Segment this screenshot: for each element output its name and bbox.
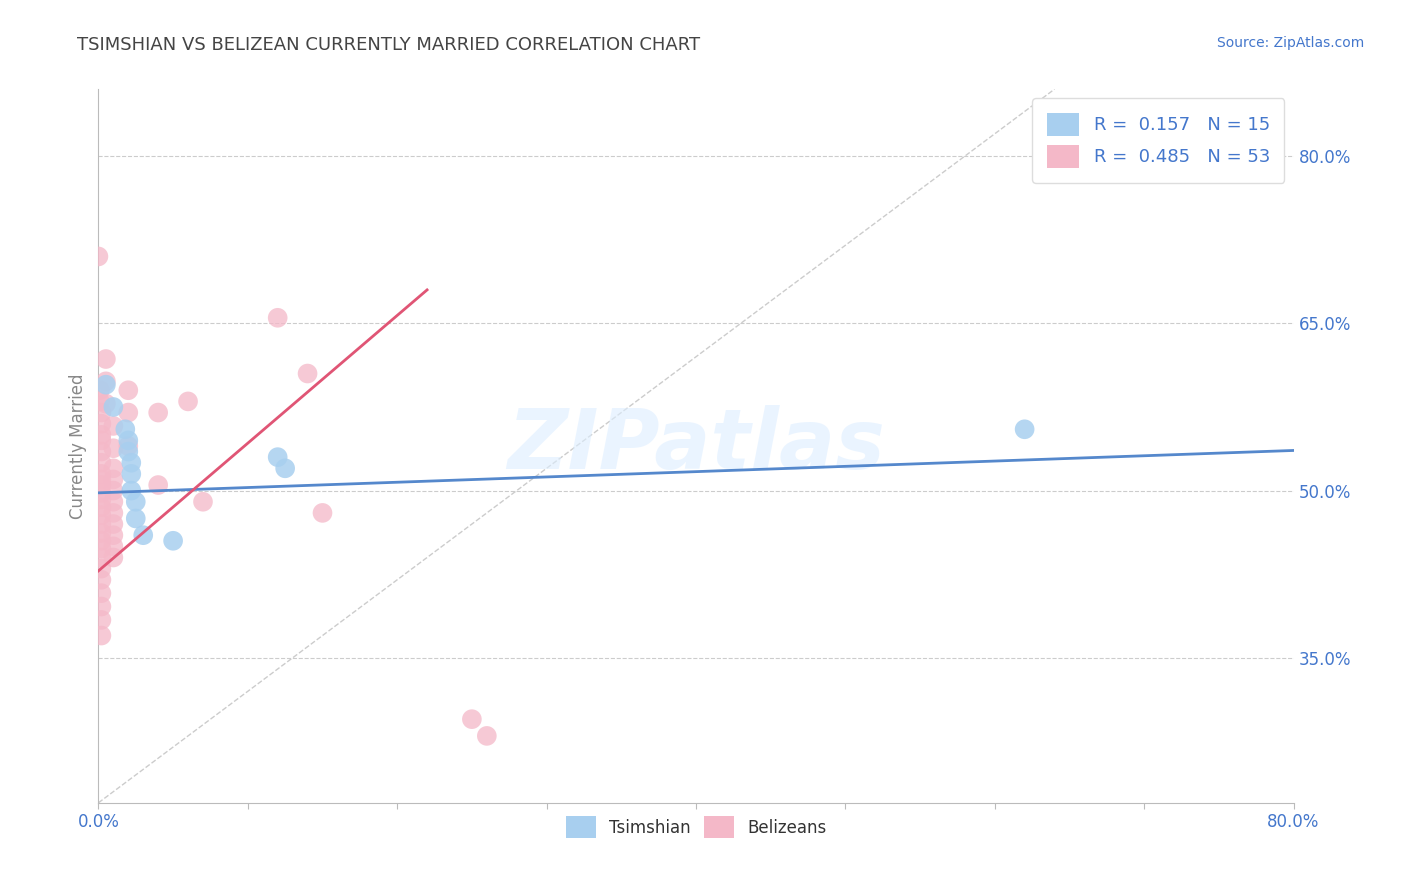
Point: [117, 384, 139, 398]
Point: [89, 384, 111, 398]
Point: [103, 418, 125, 433]
Point: [297, 367, 319, 381]
Point: [90, 492, 112, 507]
Point: [103, 539, 125, 553]
Point: [90, 485, 112, 500]
Point: [117, 405, 139, 420]
Point: [103, 506, 125, 520]
Point: [103, 473, 125, 487]
Y-axis label: Currently Married: Currently Married: [69, 373, 87, 519]
Point: [120, 483, 142, 498]
Point: [90, 541, 112, 556]
Point: [267, 310, 290, 325]
Point: [120, 456, 142, 470]
Point: [114, 422, 136, 436]
Point: [90, 405, 112, 420]
Point: [267, 450, 290, 464]
Legend: Tsimshian, Belizeans: Tsimshian, Belizeans: [558, 810, 834, 845]
Point: [90, 628, 112, 642]
Point: [90, 562, 112, 576]
Point: [191, 494, 214, 508]
Text: TSIMSHIAN VS BELIZEAN CURRENTLY MARRIED CORRELATION CHART: TSIMSHIAN VS BELIZEAN CURRENTLY MARRIED …: [77, 36, 700, 54]
Point: [90, 550, 112, 565]
Point: [311, 506, 333, 520]
Point: [90, 456, 112, 470]
Point: [274, 461, 297, 475]
Point: [117, 439, 139, 453]
Point: [103, 528, 125, 542]
Text: Source: ZipAtlas.com: Source: ZipAtlas.com: [1216, 36, 1364, 50]
Point: [162, 533, 184, 548]
Point: [1014, 422, 1036, 436]
Point: [90, 517, 112, 532]
Point: [103, 483, 125, 498]
Point: [94, 351, 117, 366]
Point: [90, 533, 112, 548]
Point: [90, 444, 112, 458]
Point: [103, 441, 125, 455]
Point: [103, 550, 125, 565]
Point: [94, 377, 117, 392]
Point: [148, 405, 170, 420]
Point: [90, 508, 112, 522]
Point: [90, 500, 112, 515]
Point: [132, 528, 155, 542]
Point: [90, 434, 112, 448]
Point: [461, 712, 484, 726]
Point: [117, 434, 139, 448]
Point: [90, 525, 112, 540]
Point: [103, 517, 125, 532]
Point: [90, 586, 112, 600]
Point: [125, 511, 148, 525]
Point: [94, 396, 117, 410]
Point: [90, 478, 112, 492]
Point: [103, 400, 125, 414]
Point: [117, 444, 139, 458]
Point: [103, 494, 125, 508]
Point: [90, 417, 112, 431]
Point: [103, 461, 125, 475]
Point: [120, 467, 142, 481]
Point: [475, 729, 498, 743]
Point: [94, 375, 117, 389]
Point: [90, 467, 112, 481]
Point: [90, 599, 112, 614]
Point: [89, 394, 111, 409]
Point: [90, 573, 112, 587]
Text: ZIPatlas: ZIPatlas: [508, 406, 884, 486]
Point: [87, 250, 110, 264]
Point: [177, 394, 200, 409]
Point: [90, 613, 112, 627]
Point: [125, 494, 148, 508]
Point: [90, 427, 112, 442]
Point: [148, 478, 170, 492]
Point: [90, 473, 112, 487]
